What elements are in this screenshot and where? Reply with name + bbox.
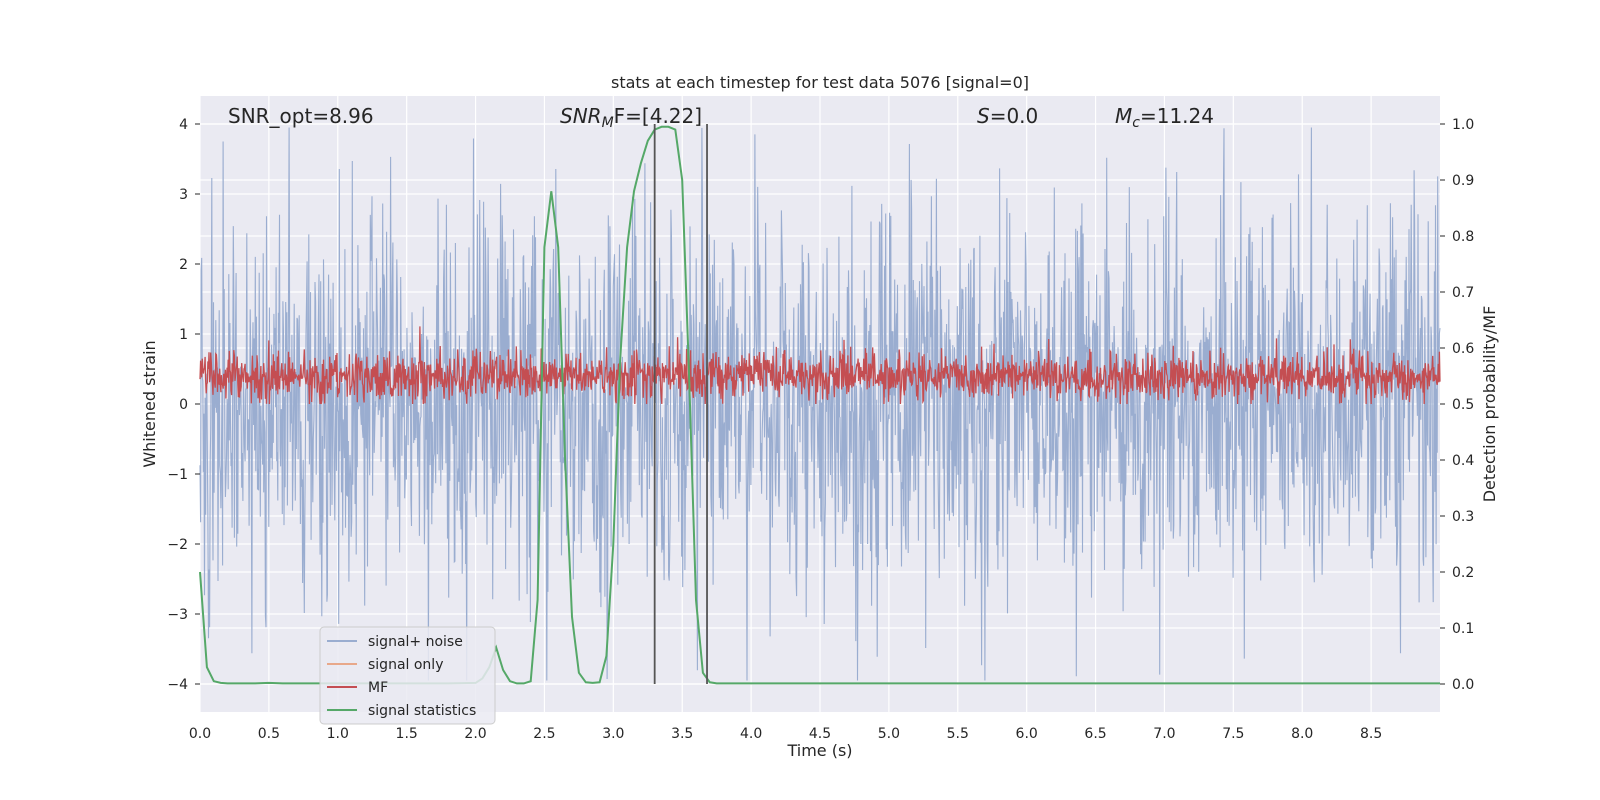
y2-tick-label: 0.3 <box>1452 509 1474 525</box>
y2-tick-label: 0.7 <box>1452 285 1474 301</box>
y2-tick-label: 0.4 <box>1452 453 1474 469</box>
x-tick-label: 0.0 <box>189 726 211 742</box>
signal-plus-noise-line <box>199 127 1441 681</box>
chart-title: stats at each timestep for test data 507… <box>611 73 1029 92</box>
annotation-s-val: =0.0 <box>990 104 1039 128</box>
annotation-snr-mf-rest: F=[4.22] <box>614 104 702 128</box>
y2-tick-label: 1.0 <box>1452 117 1474 133</box>
series-signal-plus-noise <box>199 127 1441 681</box>
annotation-snr-mf: SNRMF=[4.22] <box>560 104 702 131</box>
y-tick-label: −1 <box>167 467 188 483</box>
x-tick-label: 5.0 <box>878 726 900 742</box>
annotation-snr-mf-base: SNR <box>560 104 602 128</box>
y-tick-label: −2 <box>167 537 188 553</box>
annotation-s: S=0.0 <box>977 104 1038 128</box>
x-tick-label: 6.0 <box>1016 726 1038 742</box>
legend-label-signal-only: signal only <box>368 657 443 673</box>
x-tick-label: 4.0 <box>740 726 762 742</box>
legend-label-stats: signal statistics <box>368 703 476 719</box>
y2-tick-labels: 0.0 0.1 0.2 0.3 0.4 0.5 0.6 0.7 0.8 0.9 1.0 <box>1440 117 1474 693</box>
y2-axis-label: Detection probability/MF <box>1480 306 1499 503</box>
y2-tick-label: 0.1 <box>1452 621 1474 637</box>
y2-tick-label: 0.6 <box>1452 341 1474 357</box>
y-tick-label: −4 <box>167 677 188 693</box>
y2-tick-label: 0.0 <box>1452 677 1474 693</box>
x-tick-label: 2.5 <box>533 726 555 742</box>
y-tick-labels: −4 −3 −2 −1 0 1 2 3 4 <box>167 117 200 693</box>
legend-box <box>319 626 496 725</box>
legend: signal+ noise signal only MF signal stat… <box>319 626 496 725</box>
annotation-mc: Mc=11.24 <box>1115 104 1214 131</box>
y-tick-label: 3 <box>179 187 188 203</box>
y-tick-label: 1 <box>179 327 188 343</box>
y2-tick-label: 0.8 <box>1452 229 1474 245</box>
x-tick-label: 3.0 <box>602 726 624 742</box>
annotation-s-var: S <box>977 104 990 128</box>
x-axis-label: Time (s) <box>786 741 852 760</box>
y-tick-label: 2 <box>179 257 188 273</box>
x-tick-label: 0.5 <box>258 726 280 742</box>
x-tick-label: 1.0 <box>327 726 349 742</box>
y-tick-label: 4 <box>179 117 188 133</box>
y2-tick-label: 0.5 <box>1452 397 1474 413</box>
legend-label-noise: signal+ noise <box>368 634 463 650</box>
x-tick-label: 7.0 <box>1153 726 1175 742</box>
x-tick-label: 1.5 <box>396 726 418 742</box>
x-tick-label: 6.5 <box>1084 726 1106 742</box>
x-tick-label: 4.5 <box>809 726 831 742</box>
x-tick-label: 2.0 <box>464 726 486 742</box>
y2-tick-label: 0.9 <box>1452 173 1474 189</box>
y-tick-label: −3 <box>167 607 188 623</box>
x-tick-label: 8.5 <box>1360 726 1382 742</box>
y-tick-label: 0 <box>179 397 188 413</box>
y2-tick-label: 0.2 <box>1452 565 1474 581</box>
series-mf <box>199 326 1441 405</box>
annotation-mc-sub: c <box>1132 115 1140 131</box>
annotation-snr-opt: SNR_opt=8.96 <box>228 104 374 128</box>
vertical-markers <box>653 124 708 684</box>
annotation-snr-mf-sub: M <box>602 115 614 131</box>
annotation-mc-var: M <box>1115 104 1132 128</box>
annotation-mc-val: =11.24 <box>1140 104 1214 128</box>
mf-line <box>199 326 1441 405</box>
x-tick-label: 3.5 <box>671 726 693 742</box>
x-tick-label: 5.5 <box>947 726 969 742</box>
legend-label-mf: MF <box>368 680 388 696</box>
x-tick-labels: 0.0 0.5 1.0 1.5 2.0 2.5 3.0 3.5 4.0 4.5 5.0 5.5 6.0 6… <box>189 726 1382 742</box>
x-tick-label: 7.5 <box>1222 726 1244 742</box>
x-tick-label: 8.0 <box>1291 726 1313 742</box>
y-axis-label: Whitened strain <box>140 340 159 467</box>
